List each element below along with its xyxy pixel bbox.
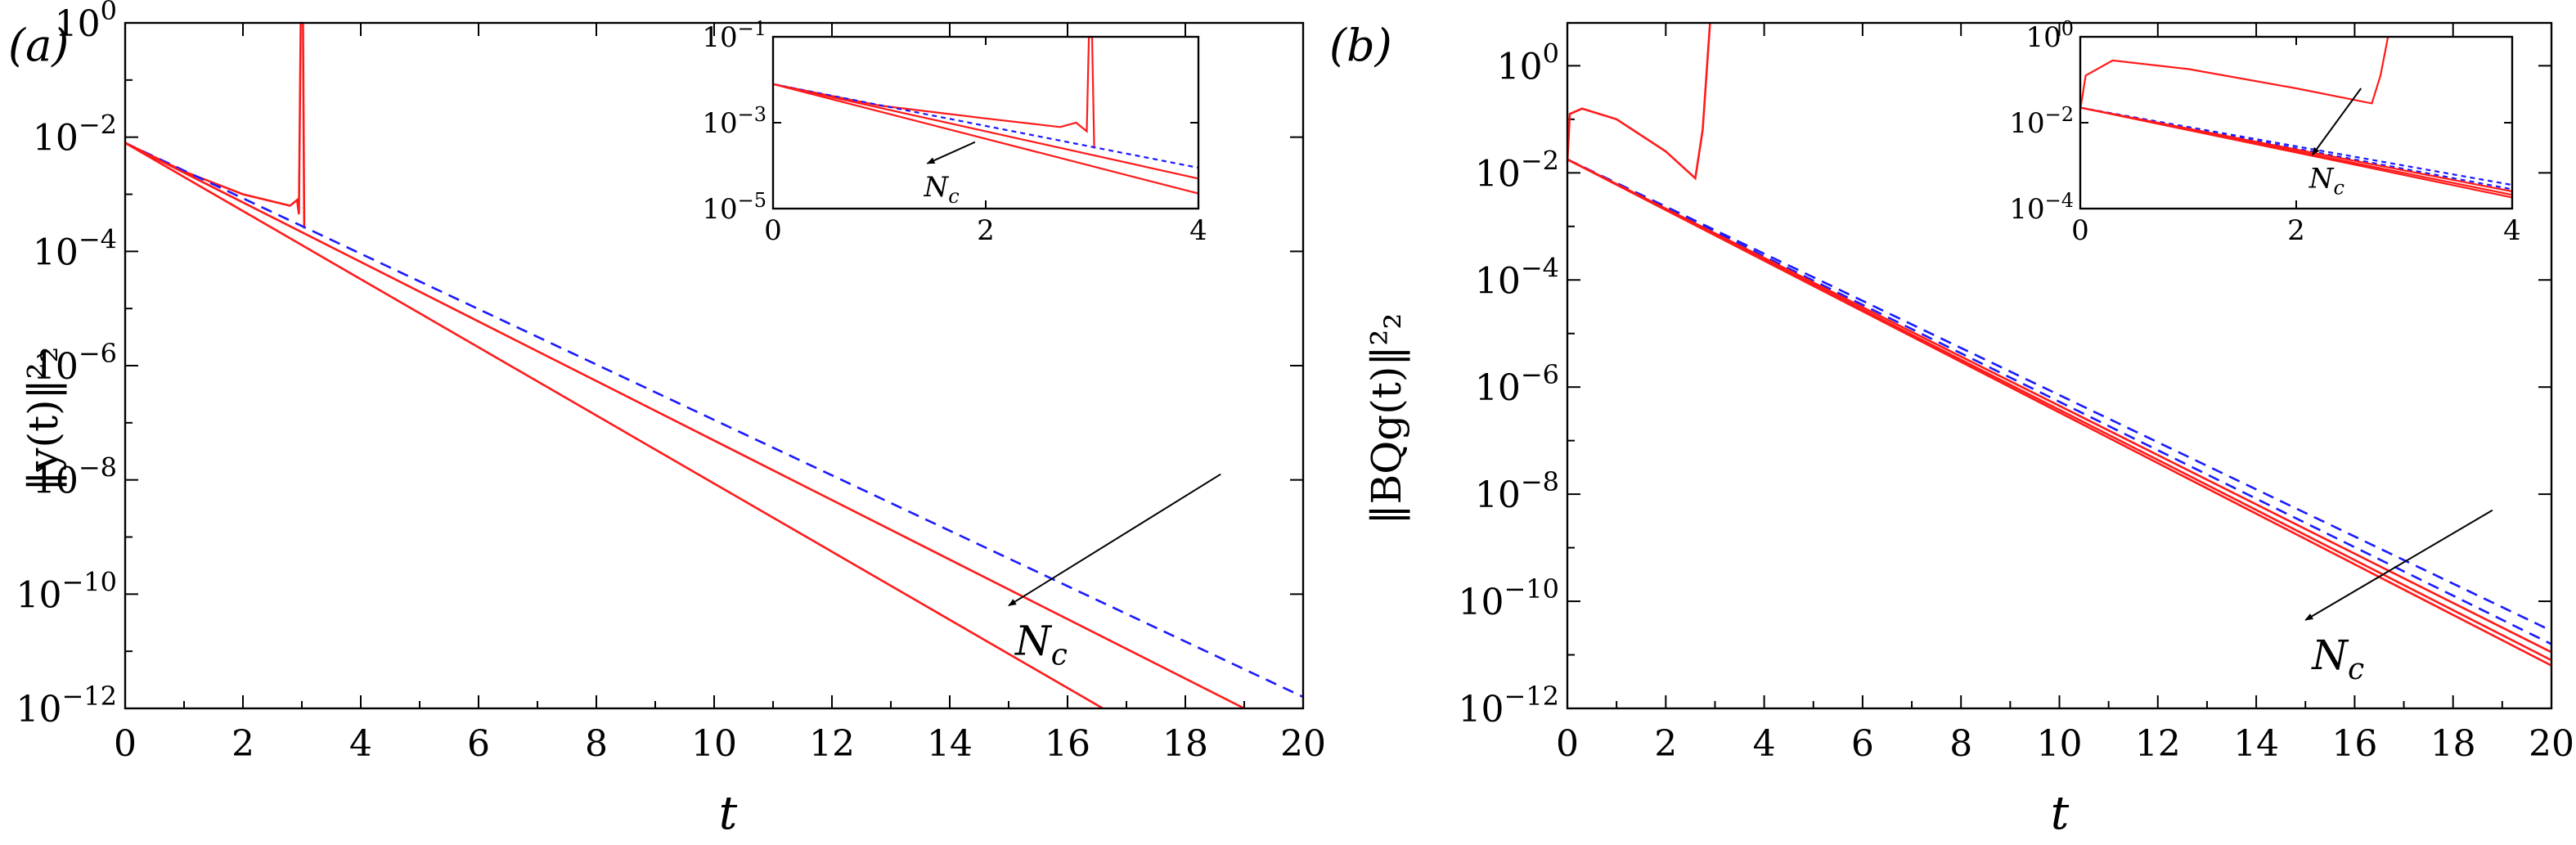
panel-a: (a) 0 2 4 6 8 10 12 14 16 18 2010010−210−410−610−8… (8, 0, 1326, 840)
b-main-xtick-label: 14 (2233, 723, 2279, 765)
a-main-ytick-label: 10−8 (33, 452, 117, 502)
a-main-series-2 (124, 142, 1245, 710)
b-main-series-3 (1567, 158, 2552, 654)
panel-a-inset: 0 2 4 10−1 10−3 10−5 Nc (702, 17, 1207, 247)
a-inset-series-2 (772, 83, 1199, 180)
a-main-xtick-label: 4 (349, 723, 372, 765)
a-main-ytick-label: 100 (55, 0, 117, 45)
b-inset-series-0 (2079, 36, 2389, 110)
a-inset-xtick-label: 4 (1189, 214, 1207, 247)
a-main-nc-arrow (1008, 473, 1221, 607)
a-inset-frame-top (771, 35, 1200, 210)
b-inset-frame-top (2079, 35, 2514, 210)
b-main-ytick-label: 10−6 (1475, 359, 1559, 409)
b-inset-xtick-label: 4 (2503, 214, 2521, 247)
b-inset-series-5 (2079, 106, 2513, 199)
a-main-series-3 (124, 142, 1104, 710)
a-main-xtick-label: 8 (585, 723, 608, 765)
b-inset-ytick-label: 100 (2025, 17, 2074, 54)
b-main-series-0 (1566, 22, 1711, 181)
a-inset-series-1 (772, 83, 1199, 169)
b-inset-xtick-label: 0 (2071, 214, 2089, 247)
panel-b-ylabel: ‖BQg(t)‖²₂ (1363, 313, 1410, 525)
b-inset-nc-label: Nc (2309, 162, 2344, 199)
b-main-nc-label: Nc (2311, 632, 2364, 686)
a-main-nc-label: Nc (1014, 617, 1068, 672)
a-main-ytick-label: 10−10 (16, 566, 117, 616)
b-main-series-2 (1567, 158, 2552, 645)
b-main-series-1 (1567, 158, 2552, 632)
panel-a-xlabel: t (719, 787, 738, 840)
a-main-xtick-label: 14 (927, 723, 973, 765)
b-main-ytick-label: 10−8 (1475, 466, 1559, 516)
panel-b-inset: 0 2 4 100 10−2 10−4 Nc (2009, 17, 2520, 247)
a-inset-xtick-label: 0 (764, 214, 782, 247)
a-inset-ytick-label: 10−1 (702, 17, 767, 54)
b-inset-xtick-label: 2 (2287, 214, 2305, 247)
b-main-series-5 (1567, 158, 2552, 667)
a-main-xtick-label: 6 (467, 723, 490, 765)
b-inset-frame (2079, 35, 2514, 210)
a-main-frame-top (124, 21, 1305, 710)
panel-b-xlabel: t (2051, 787, 2070, 840)
a-main-ytick-label: 10−6 (33, 338, 117, 388)
a-inset-series-0 (772, 35, 1095, 149)
panel-b-plot: 0 2 4 6 8 10 12 14 16 18 2010010−210−410−610−810−1… (1458, 21, 2574, 765)
a-main-series-0 (124, 21, 306, 229)
a-inset-ytick-label: 10−5 (702, 189, 767, 226)
b-main-xtick-label: 4 (1753, 723, 1776, 765)
b-main-ytick-label: 10−12 (1458, 681, 1559, 730)
a-main-xtick-label: 20 (1280, 723, 1326, 765)
a-main-xtick-label: 0 (114, 723, 137, 765)
panel-a-plot: 0 2 4 6 8 10 12 14 16 18 2010010−210−410−610−810−1… (16, 0, 1326, 765)
a-inset-nc-label: Nc (924, 171, 960, 208)
b-main-xtick-label: 10 (2037, 723, 2083, 765)
b-main-xtick-label: 2 (1654, 723, 1677, 765)
a-main-xtick-label: 18 (1162, 723, 1208, 765)
a-main-series-1 (124, 142, 1304, 699)
a-inset-xtick-label: 2 (977, 214, 995, 247)
a-main-xtick-label: 16 (1045, 723, 1090, 765)
b-main-ytick-label: 10−2 (1475, 145, 1559, 195)
b-main-frame-top (1566, 21, 2553, 710)
a-main-ytick-label: 10−2 (33, 110, 117, 160)
a-main-xtick-label: 10 (691, 723, 737, 765)
a-inset-frame (771, 35, 1200, 210)
a-inset-ytick-label: 10−3 (702, 103, 767, 140)
panel-b-label: (b) (1329, 20, 1392, 71)
b-main-xtick-label: 0 (1556, 723, 1579, 765)
a-main-ytick-label: 10−4 (33, 223, 117, 273)
b-main-nc-arrow (2304, 509, 2493, 621)
panel-a-ylabel: ‖y(t)‖²₂ (20, 346, 67, 491)
b-main-ytick-label: 10−4 (1475, 252, 1559, 302)
b-main-xtick-label: 18 (2430, 723, 2476, 765)
b-main-ytick-label: 10−10 (1458, 573, 1559, 623)
b-main-xtick-label: 12 (2135, 723, 2181, 765)
a-main-xtick-label: 12 (809, 723, 855, 765)
b-main-xtick-label: 8 (1949, 723, 1972, 765)
panel-a-label: (a) (8, 20, 69, 71)
b-main-ytick-label: 100 (1497, 38, 1559, 88)
a-main-ytick-label: 10−12 (16, 681, 117, 730)
panel-b: (b) 0 2 4 6 8 10 12 14 16 18 2010010−210−410−610−8… (1329, 17, 2574, 840)
a-inset-nc-arrow (926, 141, 976, 164)
b-inset-nc-arrow (2311, 88, 2362, 156)
b-main-xtick-label: 6 (1851, 723, 1874, 765)
b-inset-ytick-label: 10−4 (2009, 189, 2074, 226)
b-main-xtick-label: 20 (2529, 723, 2574, 765)
a-inset-series-3 (772, 83, 1199, 195)
b-inset-ytick-label: 10−2 (2009, 103, 2074, 140)
a-main-xtick-label: 2 (232, 723, 254, 765)
b-main-xtick-label: 16 (2331, 723, 2377, 765)
